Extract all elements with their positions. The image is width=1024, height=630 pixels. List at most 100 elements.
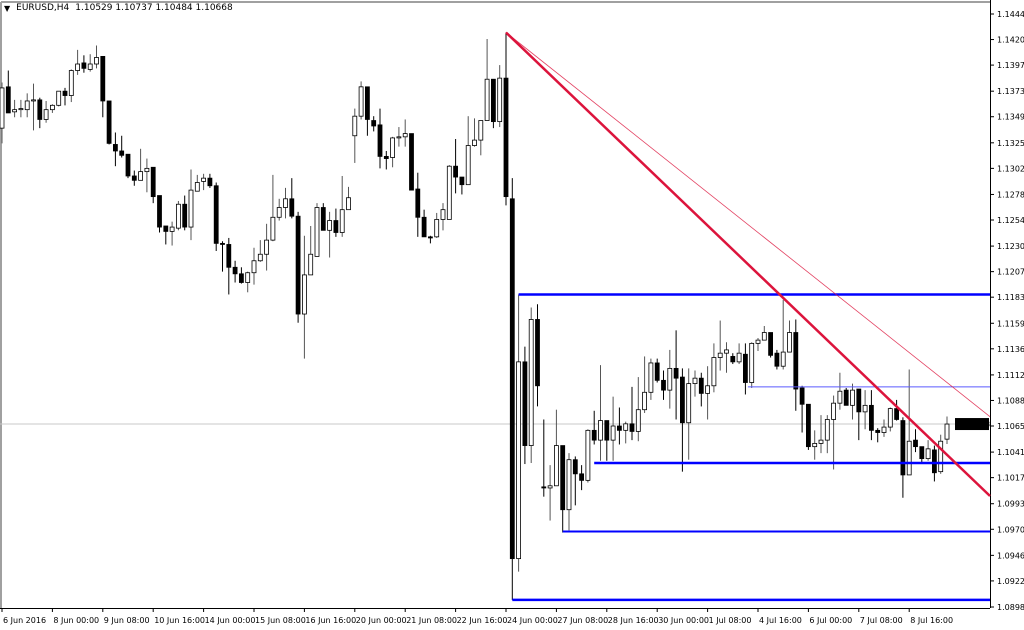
candle-bull (257, 253, 263, 262)
y-tick-label: 1.09225 (997, 577, 1024, 586)
candle-bear (5, 86, 11, 114)
candle-bull (761, 332, 767, 341)
candle-bull (251, 260, 257, 274)
candle-bear (371, 120, 377, 127)
x-tick-label: 30 Jun 00:00 (658, 616, 709, 625)
candle-bull (516, 361, 521, 560)
candle-bull (642, 391, 647, 411)
candle-bull (465, 145, 471, 186)
candle-bear (453, 165, 459, 178)
candle-bear (150, 166, 156, 198)
candle-bull (755, 339, 761, 344)
candle-bear (541, 486, 547, 489)
x-tick-label: 6 Jun 2016 (3, 616, 46, 625)
candle-bear (894, 408, 899, 420)
candle-bull (75, 63, 80, 71)
candle-bull (194, 182, 200, 192)
candle-bull (484, 78, 490, 121)
candle-bear (560, 445, 566, 511)
candle-bear (900, 420, 906, 476)
candle-bear (125, 153, 131, 177)
candle-bear (522, 361, 528, 446)
candle-bear (37, 99, 43, 120)
candle-bull (554, 445, 559, 487)
x-tick-label: 8 Jun 00:00 (53, 616, 99, 625)
candle-bear (913, 439, 918, 448)
candle-bull (18, 108, 24, 111)
x-tick-label: 27 Jun 08:00 (557, 616, 608, 625)
candle-bull (566, 459, 572, 511)
candle-bull (396, 136, 402, 139)
triangle-down-icon[interactable]: ▼ (4, 3, 11, 13)
candle-bear (106, 100, 112, 144)
candle-bear (869, 404, 874, 431)
candle-bear (295, 215, 301, 315)
candle-bull (787, 332, 792, 353)
candle-bull (327, 220, 333, 231)
candle-bear (503, 77, 509, 198)
y-tick-label: 1.09700 (997, 525, 1024, 534)
candle-bear (743, 353, 748, 383)
candle-bear (629, 423, 635, 432)
candle-bear (119, 150, 125, 156)
x-tick-label: 7 Jul 08:00 (860, 616, 903, 625)
x-tick-label: 24 Jun 00:00 (507, 616, 558, 625)
y-tick-label: 1.08985 (997, 603, 1024, 612)
candle-bear (661, 379, 666, 391)
candle-bull (472, 139, 477, 146)
candle-bear (238, 273, 244, 283)
candle-bear (856, 388, 862, 413)
candle-bear (654, 362, 660, 381)
y-tick-label: 1.13020 (997, 164, 1024, 173)
y-tick-label: 1.13970 (997, 61, 1024, 70)
candle-bull (43, 109, 49, 120)
y-tick-label: 1.13495 (997, 113, 1024, 122)
candle-bull (667, 367, 673, 391)
candle-bull (434, 219, 440, 238)
candle-bull (925, 448, 931, 460)
candle-bear (535, 319, 540, 387)
trendline[interactable] (505, 31, 991, 497)
y-tick-label: 1.11835 (997, 293, 1024, 302)
candle-bull (478, 120, 484, 141)
candle-bull (402, 133, 408, 138)
candle-bull (31, 99, 36, 102)
x-tick-label: 1 Jul 08:00 (709, 616, 752, 625)
candle-bull (283, 198, 288, 208)
candle-bear (774, 352, 780, 367)
candle-bear (680, 376, 685, 424)
candle-bear (604, 420, 610, 441)
candle-bull (887, 408, 893, 428)
candle-bear (919, 446, 925, 460)
y-tick-label: 1.12780 (997, 190, 1024, 199)
candle-bull (824, 419, 830, 441)
candle-bull (831, 402, 836, 420)
y-tick-label: 1.12070 (997, 268, 1024, 277)
x-tick-label: 9 Jun 08:00 (104, 616, 150, 625)
candle-bull (87, 63, 93, 70)
candle-bear (207, 177, 213, 187)
candle-bear (289, 198, 295, 217)
x-tick-label: 28 Jun 16:00 (608, 616, 659, 625)
candle-bear (509, 198, 515, 560)
candle-bull (862, 404, 868, 413)
candle-bull (245, 272, 251, 283)
y-tick-label: 1.12545 (997, 216, 1024, 225)
candle-bull (56, 90, 62, 106)
candle-bear (617, 425, 622, 431)
trendline[interactable] (505, 32, 991, 417)
y-tick-label: 1.11360 (997, 345, 1024, 354)
candle-bull (144, 167, 150, 173)
current-price-label: 1.10668 (957, 420, 990, 429)
candle-bear (572, 459, 578, 475)
candle-bear (383, 156, 389, 159)
candle-bull (598, 420, 603, 441)
candle-bull (812, 442, 818, 448)
candle-bull (717, 352, 723, 358)
candle-bear (579, 473, 584, 481)
candle-bull (169, 226, 175, 232)
chart-header: ▼ EURUSD,H4 1.10529 1.10737 1.10484 1.10… (4, 3, 233, 13)
candle-bear (100, 55, 106, 102)
candle-bear (421, 216, 427, 238)
